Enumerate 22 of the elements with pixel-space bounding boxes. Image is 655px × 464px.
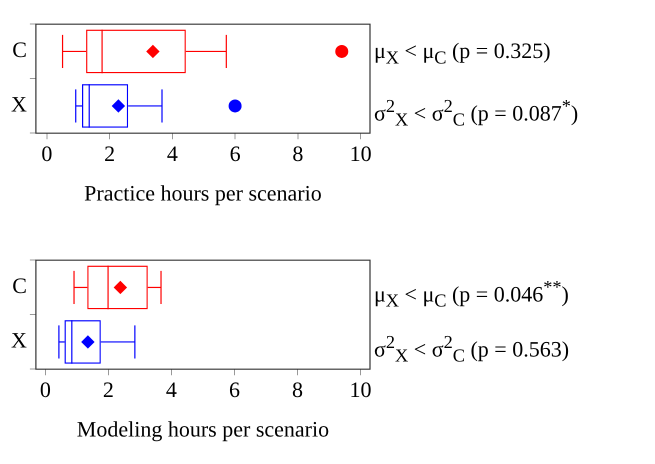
y-tick-label: X [10, 92, 27, 117]
x-tick-label: 0 [41, 141, 52, 166]
text: μ$_{X}$ < μ$_{C}$ (p = 0.325) [374, 37, 551, 70]
y-tick-label: C [12, 37, 27, 62]
x-axis-title: Practice hours per scenario [84, 180, 322, 206]
y-tick-label: X [10, 328, 27, 353]
text: σ$^{2}$$_{X}$ < σ$^{2}$$_{C}$ (p = 0.087$^{*}$) [374, 96, 578, 130]
x-tick-label: 2 [104, 141, 116, 166]
x-tick-label: 6 [230, 141, 241, 166]
x-tick-label: 0 [40, 377, 51, 402]
text: μ$_{X}$ < μ$_{C}$ (p = 0.046$^{**}$) [374, 276, 569, 314]
x-tick-label: 6 [228, 377, 240, 402]
x-axis-title: Modeling hours per scenario [76, 416, 330, 442]
y-tick-label: C [12, 273, 27, 298]
x-tick-label: 4 [166, 377, 177, 402]
x-tick-label: 8 [292, 377, 304, 402]
x-tick-label: 8 [292, 141, 304, 166]
text: σ$^{2}$$_{X}$ < σ$^{2}$$_{C}$ (p = 0.563) [374, 330, 570, 368]
x-tick-label: 10 [350, 141, 372, 166]
x-tick-label: 4 [166, 141, 178, 166]
x-tick-label: 10 [350, 377, 372, 402]
x-tick-label: 2 [102, 377, 114, 402]
